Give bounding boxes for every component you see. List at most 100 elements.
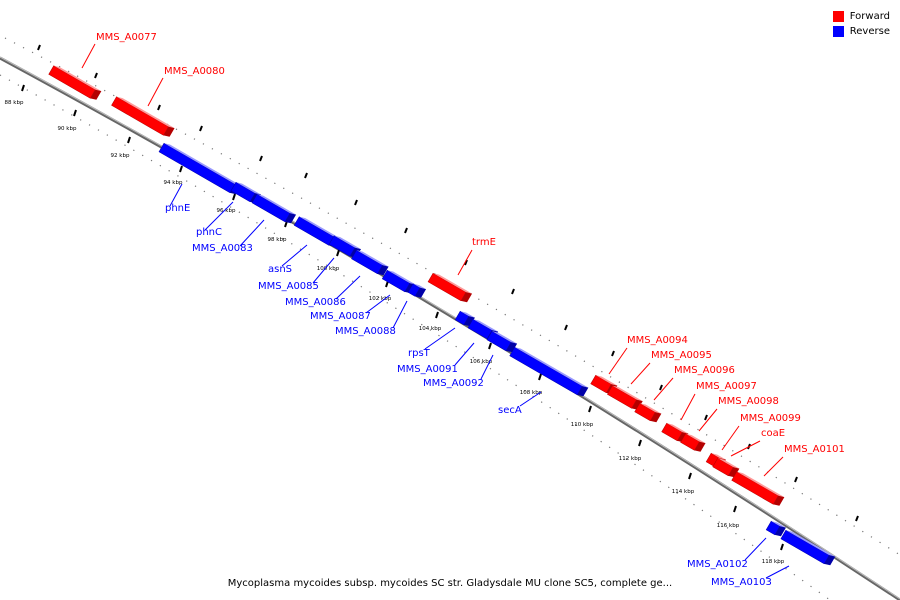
gene-block[interactable] (111, 95, 175, 138)
tick-mark (404, 227, 408, 234)
tick-label: 102 kbp (369, 296, 392, 302)
gene-label[interactable]: MMS_A0097 (696, 381, 757, 392)
gene-label[interactable]: MMS_A0077 (96, 32, 157, 43)
gene-label[interactable]: secA (498, 405, 522, 416)
gene-block[interactable] (634, 402, 662, 424)
tick-mark (511, 288, 515, 295)
gene-block[interactable] (661, 422, 689, 444)
tick-mark (659, 384, 663, 391)
gene-block[interactable] (48, 64, 102, 101)
gene-leader-line (608, 347, 628, 375)
tick-mark (794, 476, 798, 483)
gene-label[interactable]: MMS_A0087 (310, 311, 371, 322)
gene-leader-line (312, 257, 335, 284)
tick-mark (704, 414, 708, 421)
gene-label[interactable]: MMS_A0080 (164, 66, 225, 77)
tick-label: 106 kbp (470, 359, 493, 365)
tick-mark (538, 373, 542, 381)
tick-label: 96 kbp (217, 208, 236, 214)
gene-label[interactable]: asnS (268, 264, 292, 275)
tick-mark (564, 324, 568, 331)
gene-block[interactable] (486, 330, 518, 354)
legend-swatch-forward (832, 11, 844, 22)
gene-block[interactable] (407, 282, 427, 299)
legend-item-forward: Forward (832, 9, 890, 24)
tick-label: 94 kbp (164, 180, 183, 186)
gene-label[interactable]: MMS_A0102 (687, 559, 748, 570)
gene-leader-line (147, 77, 164, 107)
map-caption: Mycoplasma mycoides subsp. mycoides SC s… (227, 578, 673, 589)
gene-leader-line (392, 300, 408, 329)
tick-mark (638, 439, 642, 447)
gene-block[interactable] (765, 520, 786, 538)
gene-leader-line (630, 362, 651, 385)
gene-block[interactable] (158, 142, 242, 196)
tick-mark (611, 350, 615, 357)
gene-label[interactable]: phnE (165, 203, 190, 214)
gene-label[interactable]: coaE (761, 428, 785, 439)
tick-mark (199, 125, 203, 132)
tick-label: 116 kbp (717, 523, 740, 529)
tick-mark (157, 104, 161, 111)
gene-label[interactable]: MMS_A0095 (651, 350, 712, 361)
gene-leader-line (457, 249, 473, 276)
tick-mark (733, 505, 737, 513)
legend-swatch-reverse (832, 26, 844, 37)
gene-label[interactable]: MMS_A0101 (784, 444, 845, 455)
gene-label[interactable]: MMS_A0085 (258, 281, 319, 292)
tick-label: 114 kbp (672, 489, 695, 495)
gene-leader-line (454, 342, 475, 366)
tick-mark (179, 165, 183, 173)
gene-leader-line (519, 391, 542, 407)
gene-label[interactable]: MMS_A0086 (285, 297, 346, 308)
gene-leader-line (765, 565, 790, 579)
tick-mark (588, 405, 592, 413)
gene-block[interactable] (251, 193, 297, 225)
gene-label[interactable]: MMS_A0094 (627, 335, 688, 346)
backbone-arc (0, 56, 900, 600)
gene-block[interactable] (607, 384, 643, 411)
gene-label[interactable]: MMS_A0092 (423, 378, 484, 389)
tick-label: 90 kbp (58, 126, 77, 132)
gene-leader-line (680, 393, 696, 421)
gene-label[interactable]: MMS_A0096 (674, 365, 735, 376)
tick-mark (688, 472, 692, 480)
gene-leader-line (653, 377, 674, 401)
legend-label-forward: Forward (849, 11, 890, 22)
tick-mark (37, 44, 41, 51)
gene-label[interactable]: trmE (472, 237, 496, 248)
gene-block[interactable] (712, 457, 740, 479)
gene-leader-line (81, 43, 96, 69)
gene-block[interactable] (780, 529, 836, 567)
gene-label[interactable]: rpsT (408, 348, 431, 359)
gene-label[interactable]: MMS_A0083 (192, 243, 253, 254)
gene-leader-line (744, 537, 767, 561)
tick-label: 98 kbp (268, 237, 287, 243)
tick-mark (232, 193, 236, 201)
gene-block[interactable] (680, 432, 706, 453)
gene-leader-line (480, 354, 494, 380)
gene-block[interactable] (351, 249, 389, 277)
tick-mark (21, 84, 25, 92)
tick-mark (336, 249, 340, 257)
gene-label[interactable]: MMS_A0091 (397, 364, 458, 375)
gene-leader-line (424, 327, 456, 350)
gene-block[interactable] (509, 346, 589, 398)
gene-block[interactable] (427, 272, 473, 304)
gene-label[interactable]: MMS_A0103 (711, 577, 772, 588)
gene-leader-line (721, 425, 740, 451)
gene-leader-line (365, 294, 391, 314)
gene-label[interactable]: MMS_A0088 (335, 326, 396, 337)
gene-block[interactable] (454, 310, 475, 328)
gene-label[interactable]: phnC (196, 227, 222, 238)
tick-mark (73, 109, 77, 117)
tick-mark (304, 172, 308, 179)
tick-label: 110 kbp (571, 422, 594, 428)
tick-mark (127, 136, 131, 144)
gene-label[interactable]: MMS_A0099 (740, 413, 801, 424)
tick-mark (488, 342, 492, 350)
gene-block[interactable] (731, 470, 785, 507)
gene-label[interactable]: MMS_A0098 (718, 396, 779, 407)
legend-label-reverse: Reverse (849, 26, 890, 37)
